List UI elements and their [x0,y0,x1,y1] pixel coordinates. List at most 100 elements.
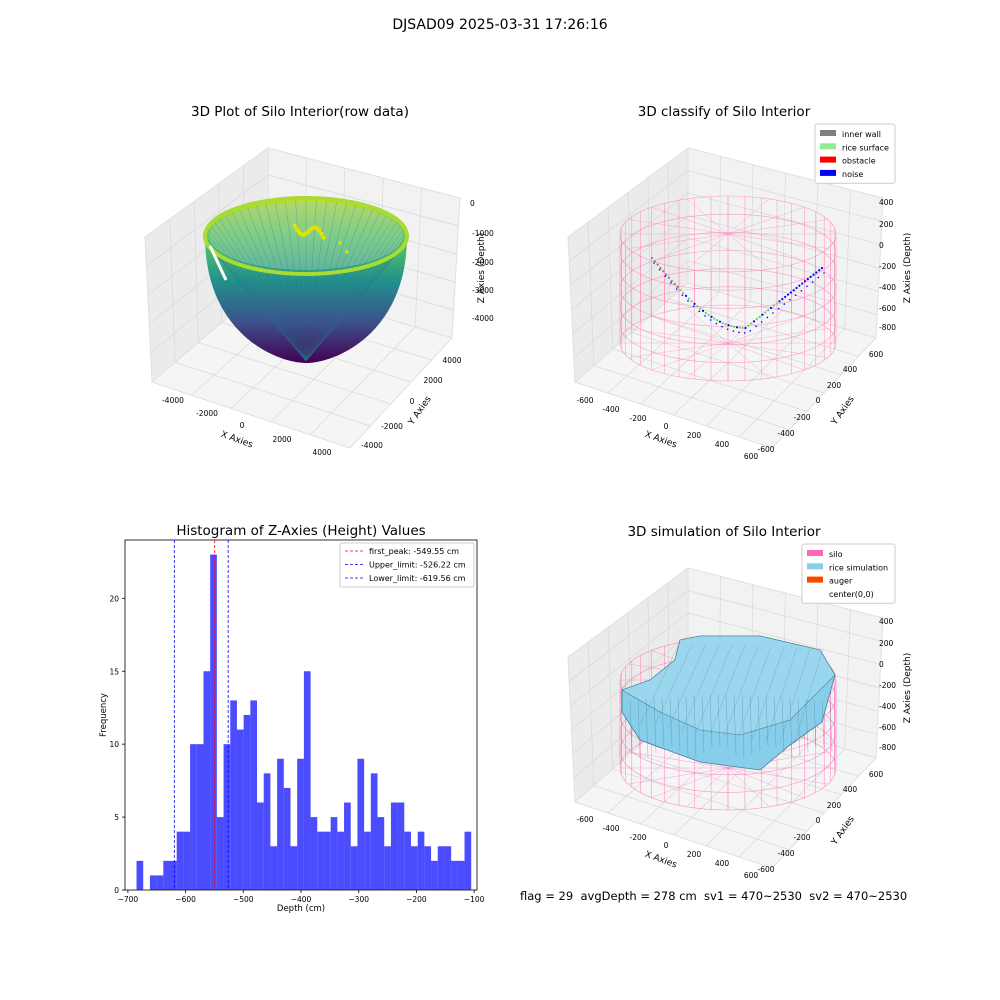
z-tick-label: 200 [879,220,894,229]
silo-spoke [686,233,729,270]
z-tick-label: -200 [879,262,896,271]
y-tick-label: 4000 [442,356,461,365]
surface-meridian [305,251,399,362]
classified-point [687,297,690,300]
legend-label: Lower_limit: -619.56 cm [369,574,466,583]
chart-panel-classify: 3D classify of Silo Interior-600-400-200… [567,104,913,461]
z-tick-label: -800 [879,323,896,332]
histogram-bar [176,831,184,890]
histogram-bar [337,831,345,890]
surface-meridian [305,220,399,362]
legend-label: rice simulation [829,563,888,572]
rice-top-surface [621,635,836,736]
legend-frame [339,542,475,588]
legend-swatch [807,576,823,583]
z-tick-label: 200 [879,639,894,648]
silo-spoke [727,233,770,270]
silo-spoke [727,233,828,249]
histogram-bar [451,860,458,890]
x-tick-label: -2000 [196,409,218,418]
y-tick-label: 15 [109,667,119,676]
y-axis-label: Y Axies [829,814,857,847]
surface-meridian [246,266,307,362]
classified-point [693,302,696,305]
chart-panel-simulation: 3D simulation of Silo Interior-600-400-2… [567,524,913,880]
z-axis-label: Z Axies (Depth) [477,233,487,304]
histogram-bar [384,846,391,890]
classified-point [659,266,662,270]
classified-point [750,322,753,325]
x-tick-label: 2000 [272,435,291,444]
gridline [570,612,881,706]
silo-spoke [727,206,805,235]
classified-point [812,273,815,276]
classified-point [775,302,778,305]
histogram-bar [390,802,398,890]
mesh-line [717,694,721,747]
classified-point [713,317,716,320]
x-tick-label: -400 [602,824,619,833]
mesh-line [765,647,798,742]
histogram-bar [310,817,318,890]
mesh-line [765,696,769,747]
mesh-line [677,696,681,751]
classified-point [679,288,682,292]
classified-point [764,311,767,314]
x-tick-label: −200 [406,895,427,904]
surface-meridian [209,224,307,362]
chart-title: 3D simulation of Silo Interior [627,524,821,540]
histogram-bar [203,671,211,890]
mesh-line [749,695,753,756]
noise-point [800,289,803,292]
mesh-line [813,699,817,747]
silo-spoke [727,233,805,262]
classified-point [786,293,790,296]
noise-point [653,262,655,264]
histogram-bar [303,671,311,890]
classified-point [738,326,741,329]
histogram-bar [357,758,365,890]
histogram-bar [263,773,271,890]
noise-point [709,319,712,321]
histogram-bar [323,831,331,890]
silo-spoke [651,767,729,798]
surface-meridian [213,220,307,362]
histogram-bar [236,729,244,890]
silo-spoke [727,767,805,798]
legend-label: silo [829,550,843,559]
x-tick-label: −700 [118,895,139,904]
z-tick-label: -1000 [472,229,494,238]
x-tick-label: 0 [664,422,669,431]
classified-point [704,311,707,315]
x-tick-label: −400 [291,895,312,904]
surface-meridian [305,198,328,362]
mesh-line [661,697,665,748]
gridline [310,187,422,436]
mesh-line [829,700,833,752]
x-tick-label: 600 [744,452,759,461]
surface-meridian [305,254,394,362]
surface-meridian [205,239,307,362]
classified-point [667,276,671,279]
histogram-bar [223,744,231,890]
y-tick-label: 10 [109,740,119,749]
histogram-bar [230,700,237,890]
mesh-line [773,696,777,748]
classified-point [690,300,693,303]
surface-meridian [274,272,307,362]
silo-spoke [628,233,729,249]
classified-point [735,326,739,329]
mesh-line [793,648,824,745]
y-tick-label: 200 [827,801,842,810]
mesh-line [709,644,746,735]
y-tick-label: 20 [109,594,119,603]
classified-point [684,294,688,297]
gridline [568,590,882,682]
classified-point [806,278,809,281]
classified-point [798,284,801,287]
y-tick-label: 400 [843,785,858,794]
histogram-bar [290,846,298,890]
surface-meridian [274,199,307,362]
histogram-bar [417,831,425,890]
